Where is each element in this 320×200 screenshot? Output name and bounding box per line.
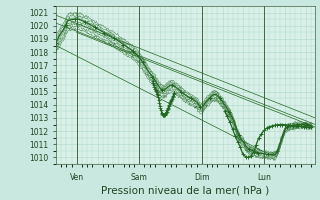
Text: Lun: Lun: [257, 173, 271, 182]
Text: Dim: Dim: [194, 173, 209, 182]
X-axis label: Pression niveau de la mer( hPa ): Pression niveau de la mer( hPa ): [101, 185, 270, 195]
Text: Sam: Sam: [131, 173, 148, 182]
Text: Ven: Ven: [69, 173, 84, 182]
